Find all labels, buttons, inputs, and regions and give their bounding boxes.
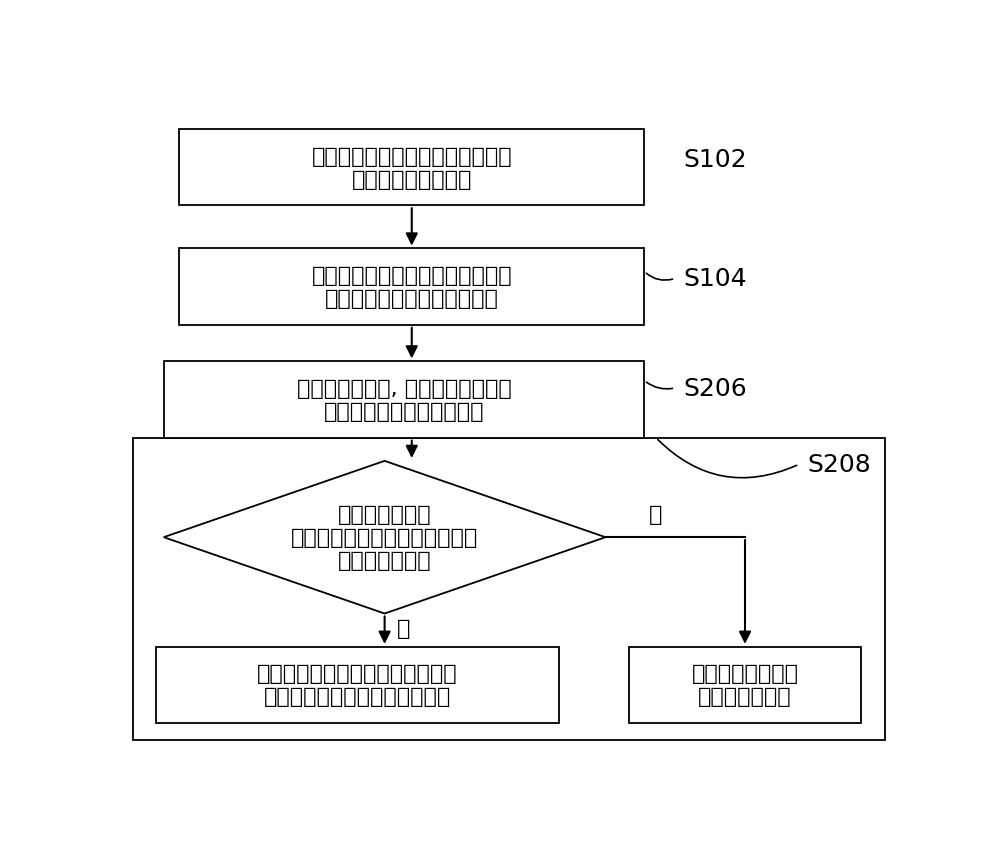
Text: S104: S104	[683, 267, 747, 291]
FancyBboxPatch shape	[629, 647, 861, 723]
Text: 基于发行商信息
确定是否存在与发行商信息对应
的归类文件夹？: 基于发行商信息 确定是否存在与发行商信息对应 的归类文件夹？	[291, 505, 478, 571]
Text: 若应用程序未归类到应用文件夹中
则获取应用程序的发行商信息: 若应用程序未归类到应用文件夹中 则获取应用程序的发行商信息	[311, 266, 512, 309]
FancyBboxPatch shape	[179, 249, 644, 325]
Text: S206: S206	[683, 376, 747, 400]
Text: 否: 否	[397, 618, 411, 638]
Text: 创建发行商信息对
应的归类文件夹: 创建发行商信息对 应的归类文件夹	[692, 664, 798, 707]
Polygon shape	[164, 461, 606, 614]
FancyBboxPatch shape	[179, 130, 644, 206]
FancyBboxPatch shape	[164, 362, 644, 438]
FancyBboxPatch shape	[156, 647, 559, 723]
Text: S208: S208	[807, 453, 871, 477]
Text: S102: S102	[683, 148, 747, 171]
Text: 基于发行商信息, 确定是否存在与发
行商信息对应的归类文件夹: 基于发行商信息, 确定是否存在与发 行商信息对应的归类文件夹	[297, 379, 511, 422]
Text: 直接将应用程序的应用图标移动到
发行商信息对应的归类文件夹中: 直接将应用程序的应用图标移动到 发行商信息对应的归类文件夹中	[257, 664, 458, 707]
Text: 响应于对应用程序的归类触发请求
获取应用程序的信息: 响应于对应用程序的归类触发请求 获取应用程序的信息	[311, 146, 512, 189]
Text: 是: 是	[649, 505, 663, 524]
